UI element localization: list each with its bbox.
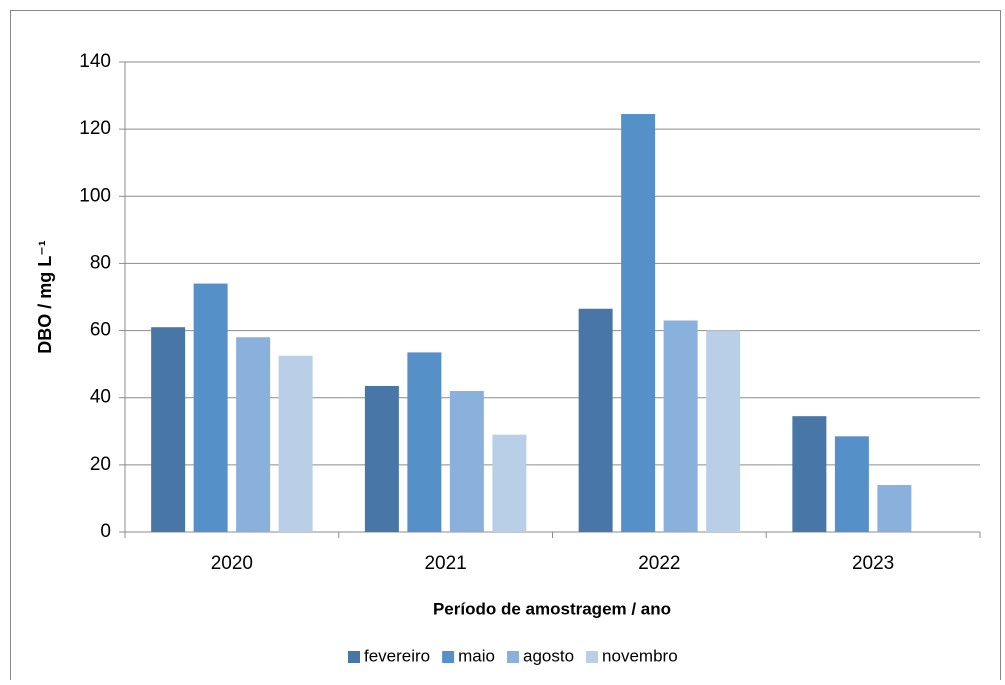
bar [407, 352, 442, 532]
bar [578, 308, 613, 532]
bar [278, 355, 313, 532]
bar [834, 436, 869, 532]
x-tick-label: 2021 [424, 553, 466, 574]
y-tick-label: 60 [90, 320, 111, 341]
legend-label: maio [458, 646, 495, 665]
legend-label: novembro [602, 646, 678, 665]
y-tick-label: 0 [100, 521, 111, 542]
x-tick-label: 2023 [852, 553, 894, 574]
y-tick-label: 40 [90, 387, 111, 408]
bar [663, 320, 698, 532]
bar [621, 114, 656, 533]
bar [706, 330, 741, 532]
y-tick-label: 20 [90, 454, 111, 475]
legend-label: fevereiro [364, 646, 430, 665]
bar [877, 485, 912, 532]
legend-swatch [507, 651, 519, 663]
bar [193, 283, 228, 532]
legend-swatch [442, 651, 455, 663]
y-tick-label: 80 [90, 252, 111, 273]
y-tick-label: 140 [79, 51, 111, 72]
x-tick-label: 2022 [638, 553, 680, 574]
bar [492, 434, 527, 532]
y-axis-label: DBO / mg L⁻¹ [35, 240, 55, 354]
y-tick-label: 100 [79, 185, 111, 206]
legend-label: agosto [523, 646, 574, 665]
legend-swatch [586, 651, 599, 663]
bar [151, 327, 186, 532]
bar [792, 416, 827, 532]
bar [364, 385, 399, 532]
y-tick-label: 120 [79, 118, 111, 139]
bar [449, 391, 484, 532]
x-axis-label: Período de amostragem / ano [433, 599, 671, 618]
legend-swatch [348, 651, 360, 663]
x-tick-label: 2020 [211, 553, 253, 574]
bar [236, 337, 271, 532]
